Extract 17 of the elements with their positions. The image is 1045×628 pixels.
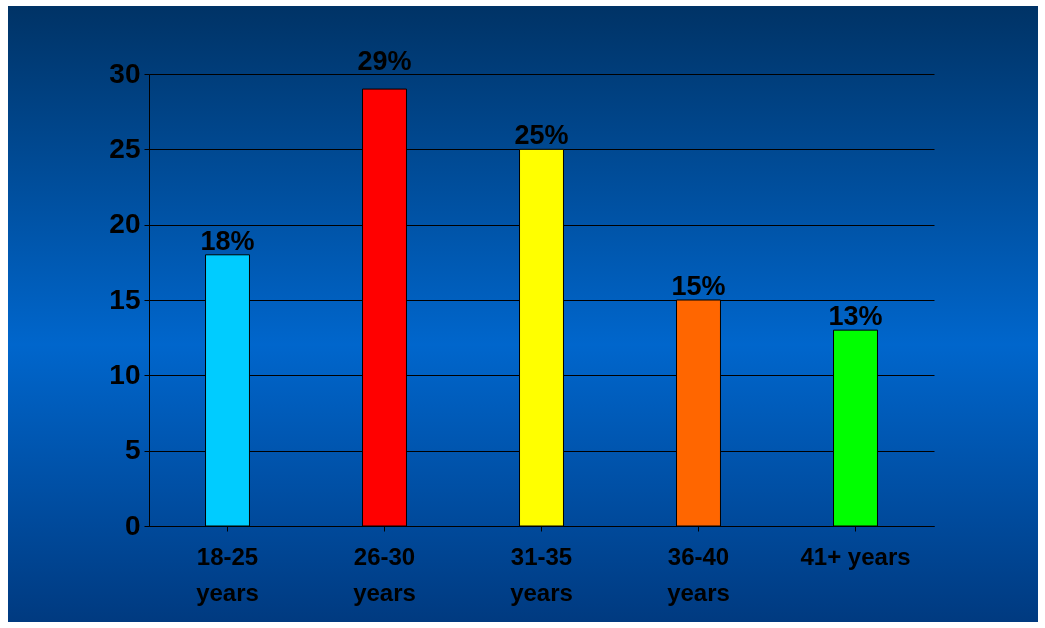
data-label: 13% [828, 301, 883, 332]
y-tick-label: 5 [124, 434, 141, 466]
y-tick-label: 0 [124, 509, 141, 541]
x-tick-label: 18-25 years [196, 542, 259, 606]
data-label: 18% [200, 225, 255, 256]
data-label: 25% [514, 120, 569, 151]
y-tick-label: 20 [109, 208, 141, 240]
data-label: 29% [357, 46, 412, 76]
x-tick-label: 36-40 years [667, 542, 730, 606]
x-tick-label: 41+ years [800, 542, 911, 570]
y-tick-label: 25 [109, 132, 141, 164]
x-tick-label: 31-35 years [510, 542, 573, 606]
y-tick-label: 10 [109, 358, 141, 390]
y-tick-label: 30 [109, 57, 141, 89]
data-label: 15% [671, 271, 726, 301]
y-tick-label: 15 [109, 283, 141, 315]
x-tick-label: 26-30 years [353, 542, 416, 606]
